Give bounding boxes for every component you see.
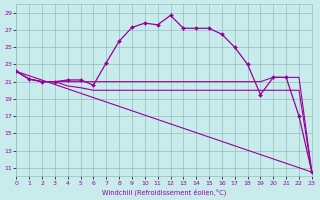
X-axis label: Windchill (Refroidissement éolien,°C): Windchill (Refroidissement éolien,°C) — [102, 188, 226, 196]
